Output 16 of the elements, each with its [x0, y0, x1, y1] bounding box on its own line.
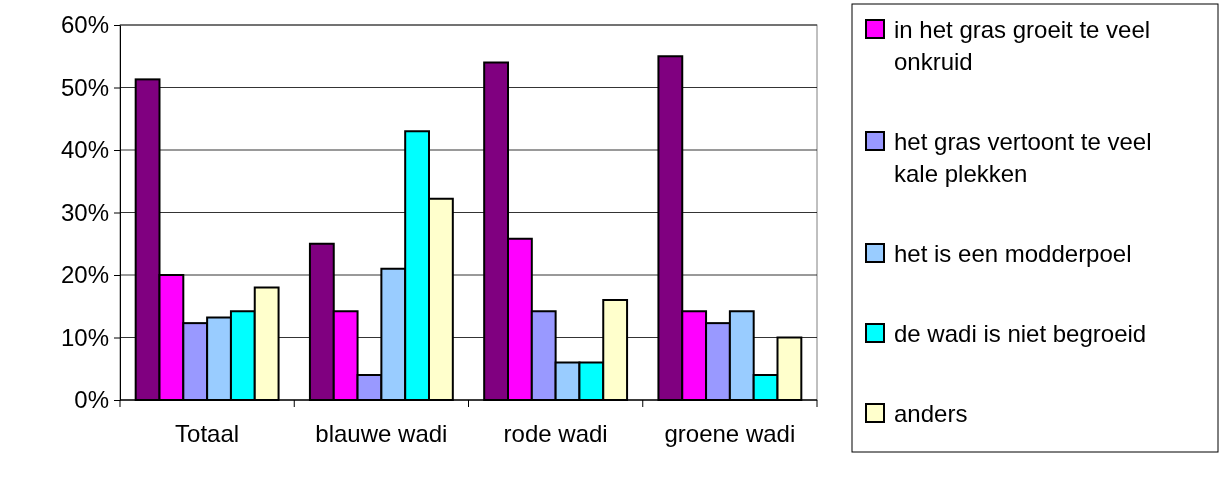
legend-label: het is een modderpoel: [894, 240, 1132, 267]
x-tick-label: Totaal: [175, 420, 240, 447]
legend-label: het gras vertoont te veel kale plekken: [894, 128, 1152, 187]
y-tick-label: 0%: [74, 386, 109, 414]
legend-label: in het gras groeit te veel onkruid: [894, 16, 1151, 75]
legend-label: de wadi is niet begroeid: [894, 320, 1147, 347]
y-tick-label: 20%: [60, 261, 109, 289]
y-tick-label: 40%: [60, 136, 109, 164]
legend-label: anders: [894, 400, 968, 427]
x-tick-label: groene wadi: [664, 420, 796, 447]
x-tick-label: rode wadi: [503, 420, 608, 447]
y-tick-label: 50%: [60, 73, 109, 101]
x-tick-label: blauwe wadi: [315, 420, 448, 447]
y-tick-label: 60%: [60, 11, 109, 39]
y-tick-label: 30%: [60, 198, 109, 226]
y-tick-label: 10%: [60, 323, 109, 351]
